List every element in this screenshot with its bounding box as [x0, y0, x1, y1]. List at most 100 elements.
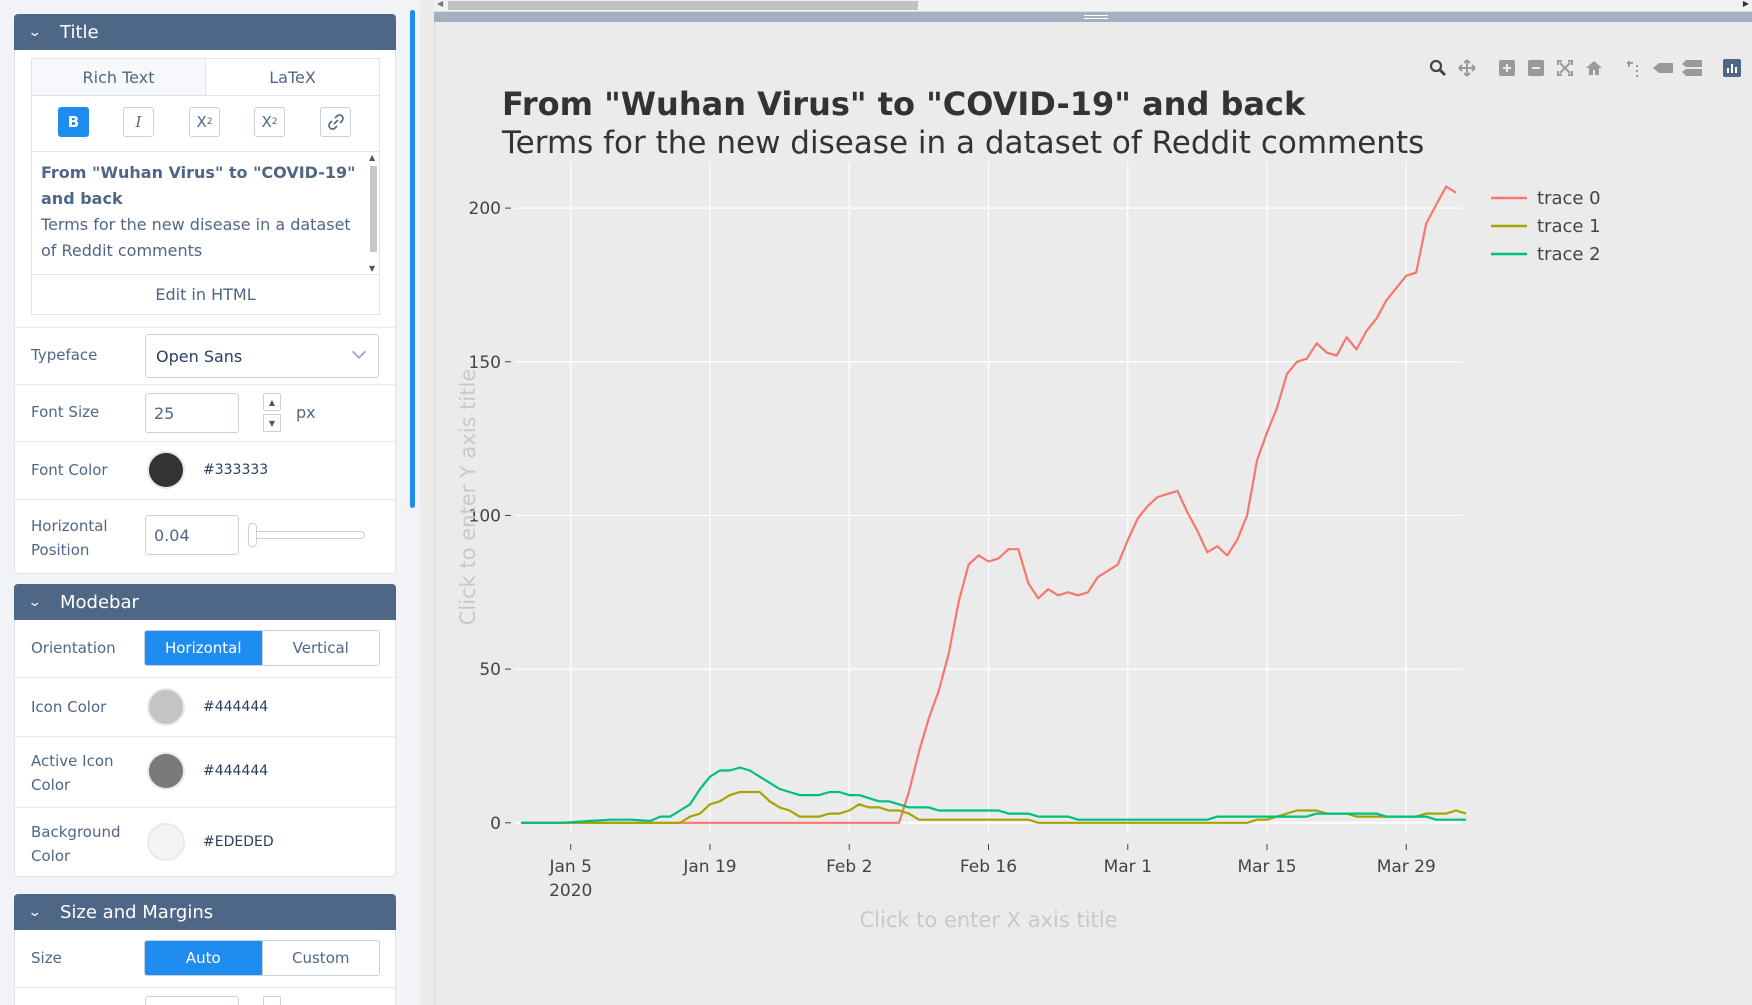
- x-tick-label: Jan 5: [549, 857, 592, 877]
- size-row: Size Auto Custom: [15, 930, 395, 987]
- font-size-stepper[interactable]: ▲ ▼: [263, 393, 281, 433]
- y-tick-label: 200: [469, 199, 501, 219]
- x-axis-title-placeholder[interactable]: Click to enter X axis title: [859, 908, 1117, 932]
- decrement-icon[interactable]: ▼: [263, 414, 281, 432]
- edit-in-html-link[interactable]: Edit in HTML: [155, 284, 256, 304]
- italic-button[interactable]: I: [123, 107, 154, 137]
- hover-compare-icon[interactable]: [1682, 58, 1702, 78]
- y-axis-title-placeholder[interactable]: Click to enter Y axis title: [456, 369, 480, 625]
- link-button[interactable]: [320, 107, 351, 137]
- text-mode-tabs: Rich Text LaTeX: [31, 58, 380, 96]
- home-icon[interactable]: [1584, 58, 1604, 78]
- horizontal-scrollbar-thumb[interactable]: [448, 1, 918, 10]
- x-tick-label: Mar 29: [1377, 857, 1436, 877]
- slider-handle[interactable]: [248, 523, 257, 547]
- y-tick-label: 150: [469, 353, 501, 373]
- link-icon: [327, 114, 344, 130]
- width-stepper[interactable]: [263, 996, 281, 1005]
- x-tick-label: Feb 16: [960, 857, 1017, 877]
- size-margins-section-header[interactable]: ⌄ Size and Margins: [14, 894, 396, 930]
- icon-color-swatch[interactable]: [147, 688, 185, 726]
- size-margins-section-label: Size and Margins: [60, 901, 214, 923]
- width-input[interactable]: [145, 996, 239, 1005]
- grip-icon: [1084, 15, 1108, 19]
- modebar-section-header[interactable]: ⌄ Modebar: [14, 584, 396, 620]
- orientation-vertical-button[interactable]: Vertical: [261, 631, 379, 665]
- legend-label-0[interactable]: trace 0: [1537, 188, 1601, 209]
- modebar-section-label: Modebar: [60, 591, 139, 613]
- y-tick-label: 0: [490, 814, 501, 834]
- legend-label-1[interactable]: trace 1: [1537, 216, 1601, 237]
- horizontal-scrollbar[interactable]: ◀ ▶: [434, 0, 1752, 12]
- font-size-value: 25: [154, 403, 175, 423]
- series-line-2[interactable]: [521, 766, 1466, 824]
- scroll-left-icon[interactable]: ◀: [437, 0, 444, 8]
- autoscale-icon[interactable]: [1555, 58, 1575, 78]
- chevron-down-icon: [351, 344, 367, 360]
- title-section-header[interactable]: ⌄ Title: [14, 14, 396, 50]
- chart-title[interactable]: From "Wuhan Virus" to "COVID-19" and bac…: [502, 85, 1306, 123]
- pan-icon[interactable]: [1457, 58, 1477, 78]
- y-tick-label: 100: [469, 506, 501, 526]
- active-icon-label-line1: Active Icon: [31, 752, 114, 770]
- x-tick-year-label: 2020: [549, 881, 592, 901]
- y-tick-label: 50: [479, 660, 501, 680]
- background-label-line1: Background: [31, 823, 121, 841]
- icon-color-label: Icon Color: [31, 698, 107, 716]
- typeface-label: Typeface: [31, 346, 98, 364]
- zoom-out-icon[interactable]: [1526, 58, 1546, 78]
- scroll-right-icon[interactable]: ▶: [1742, 0, 1749, 8]
- series-line-1[interactable]: [521, 790, 1467, 824]
- increment-icon[interactable]: ▲: [263, 393, 281, 411]
- horizontal-position-input[interactable]: 0.04: [145, 515, 239, 555]
- rich-text-bold-line: From "Wuhan Virus" to "COVID-19" and bac…: [41, 163, 356, 208]
- horizontal-position-slider[interactable]: [250, 531, 365, 539]
- size-toggle: Auto Custom: [144, 940, 380, 976]
- horizontal-position-label-line2: Position: [31, 541, 90, 559]
- chart-subtitle[interactable]: Terms for the new disease in a dataset o…: [502, 125, 1425, 161]
- typeface-dropdown[interactable]: Open Sans: [145, 334, 379, 378]
- active-icon-color-hex: #444444: [203, 763, 269, 779]
- plot-canvas: 0 50 100 150 200 Jan 5 2020 Jan 19 Feb 2 Feb 16 Ma…: [434, 22, 1752, 1005]
- line-chart[interactable]: 0 50 100 150 200 Jan 5 2020 Jan 19 Feb 2 Feb 16 Ma…: [435, 22, 1752, 1005]
- hover-closest-icon[interactable]: [1653, 58, 1673, 78]
- font-color-row: Font Color #333333: [15, 441, 395, 499]
- horizontal-position-row: Horizontal Position 0.04: [15, 499, 395, 572]
- modebar: [1419, 58, 1742, 80]
- tab-rich-text[interactable]: Rich Text: [32, 59, 206, 95]
- font-color-hex: #333333: [203, 462, 269, 478]
- bold-button[interactable]: B: [58, 107, 89, 137]
- typeface-row: Typeface Open Sans: [15, 327, 395, 384]
- font-size-row: Font Size 25 ▲ ▼ px: [15, 384, 395, 441]
- plotly-logo-icon[interactable]: [1722, 58, 1742, 78]
- zoom-in-icon[interactable]: [1497, 58, 1517, 78]
- font-color-swatch[interactable]: [147, 451, 185, 489]
- tab-latex[interactable]: LaTeX: [269, 67, 316, 87]
- active-icon-color-swatch[interactable]: [147, 752, 185, 790]
- font-color-label: Font Color: [31, 461, 108, 479]
- modebar-section-body: Orientation Horizontal Vertical Icon Col…: [14, 620, 396, 877]
- x-tick-label: Mar 1: [1104, 857, 1152, 877]
- panel-scrollbar-thumb[interactable]: [410, 10, 415, 508]
- background-color-swatch[interactable]: [147, 823, 185, 861]
- size-auto-button[interactable]: Auto: [145, 941, 262, 975]
- rich-text-scrollbar[interactable]: ▲ ▼: [369, 153, 377, 273]
- font-size-input[interactable]: 25: [145, 393, 239, 433]
- size-margins-section-body: Size Auto Custom: [14, 930, 396, 1005]
- size-custom-button[interactable]: Custom: [261, 941, 379, 975]
- typeface-value: Open Sans: [156, 346, 243, 366]
- legend-label-2[interactable]: trace 2: [1537, 244, 1601, 265]
- zoom-icon[interactable]: [1428, 58, 1448, 78]
- title-section-label: Title: [60, 21, 99, 43]
- rich-text-content[interactable]: From "Wuhan Virus" to "COVID-19" and bac…: [32, 151, 379, 275]
- x-tick-label: Feb 2: [826, 857, 872, 877]
- icon-color-row: Icon Color #444444: [15, 677, 395, 736]
- background-color-row: Background Color #EDEDED: [15, 807, 395, 877]
- orientation-horizontal-button[interactable]: Horizontal: [145, 631, 262, 665]
- spike-lines-icon[interactable]: [1624, 58, 1644, 78]
- resize-handle[interactable]: [434, 12, 1752, 22]
